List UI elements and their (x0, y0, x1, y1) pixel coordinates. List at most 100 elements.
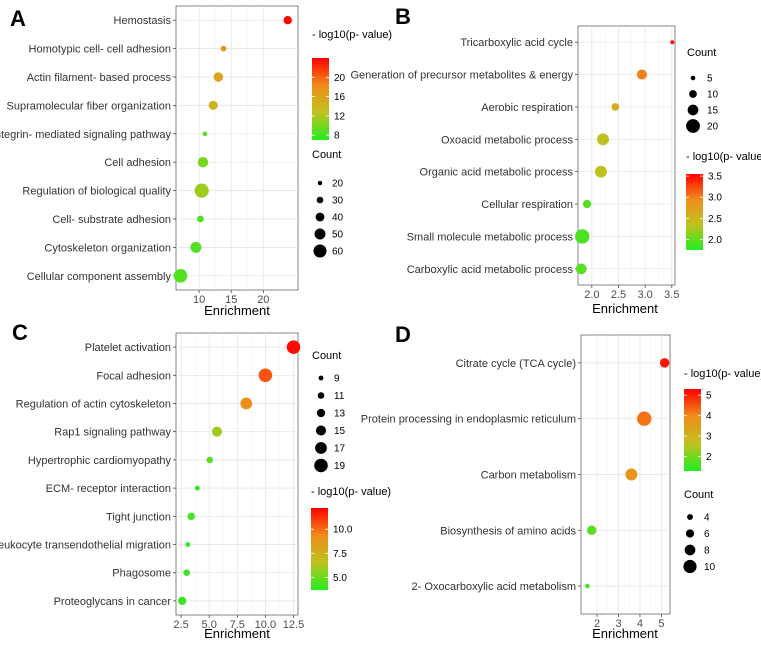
data-point (582, 199, 592, 209)
size-legend-label: 9 (334, 374, 340, 385)
category-label: Homotypic cell- cell adhesion (29, 44, 171, 56)
count-legend-title: Count (687, 47, 716, 59)
data-point (637, 411, 652, 426)
category-label: Tricarboxylic acid cycle (460, 37, 573, 49)
size-legend-dot (687, 514, 693, 520)
x-tick-label: 2 (594, 618, 600, 630)
color-bar-label: 20 (334, 73, 346, 84)
color-bar-label: 5 (706, 391, 712, 402)
category-label: Aerobic respiration (481, 102, 573, 114)
size-legend-label: 30 (332, 196, 344, 207)
category-label: Rap1 signaling pathway (54, 427, 171, 439)
x-tick-label: 2.5 (173, 619, 188, 631)
category-label: Oxoacid metabolic process (441, 134, 574, 146)
category-label: Proteoglycans in cancer (54, 596, 172, 608)
category-label: Carboxylic acid metabolic process (407, 264, 574, 276)
panel-b: B 2.0 2.5 3.0 3.5 Carboxylic acid metabolic p… (350, 4, 761, 316)
x-axis-title: Enrichment (592, 626, 658, 641)
size-legend-label: 19 (334, 461, 346, 472)
color-bar-label: 2.5 (708, 214, 722, 225)
size-legend-dot (690, 75, 696, 81)
x-tick-label: 12.5 (283, 619, 304, 631)
category-label: 2- Oxocarboxylic acid metabolism (412, 581, 576, 593)
x-tick-label: 10 (193, 294, 205, 306)
data-point (202, 131, 208, 137)
x-tick-label: 7.5 (230, 619, 245, 631)
color-bar-label: 10.0 (333, 525, 353, 536)
color-bar (311, 508, 328, 590)
x-tick-label: 4 (637, 618, 643, 630)
size-legend-label: 60 (332, 247, 344, 258)
data-point (659, 358, 670, 368)
category-label: Regulation of biological quality (22, 186, 171, 198)
size-legend-dot (314, 458, 328, 473)
data-point (625, 468, 638, 481)
category-label: Biosynthesis of amino acids (440, 525, 576, 537)
category-label: Cell- substrate adhesion (52, 214, 171, 226)
category-label: ECM- receptor interaction (46, 483, 171, 495)
size-legend-label: 8 (704, 546, 710, 557)
category-label: Supramolecular fiber organization (7, 100, 171, 112)
data-point (208, 100, 218, 110)
size-legend-label: 4 (704, 513, 710, 524)
category-label: Integrin- mediated signaling pathway (0, 129, 171, 141)
color-bar-label: 2.0 (708, 235, 722, 246)
panel-label: D (395, 322, 411, 347)
color-bar (686, 174, 703, 250)
category-label: Organic acid metabolic process (420, 167, 574, 179)
data-point (178, 596, 187, 606)
x-tick-label: 15 (225, 294, 237, 306)
x-tick-label: 3.5 (664, 289, 679, 301)
size-legend-dot (318, 375, 324, 381)
x-tick-label: 2.5 (611, 289, 626, 301)
size-legend-label: 5 (707, 74, 713, 85)
size-legend-label: 20 (332, 179, 344, 190)
size-legend-label: 13 (334, 409, 346, 420)
size-legend-dot (316, 196, 324, 204)
panel-c: C 2.5 5.0 7.5 10.0 12.5 Proteoglycans in cance… (0, 320, 391, 641)
count-legend-title: Count (684, 489, 713, 501)
data-point (173, 269, 188, 283)
p-value-legend-title: - log10(p- value) (312, 29, 392, 41)
color-bar-label: 8 (334, 131, 340, 142)
size-legend-dot (317, 180, 323, 186)
count-legend-title: Count (312, 350, 341, 362)
x-tick-label: 20 (257, 294, 269, 306)
data-point (213, 72, 224, 82)
size-legend-label: 6 (704, 529, 710, 540)
category-label: Protein processing in endoplasmic reticu… (361, 414, 576, 426)
size-legend-dot (683, 559, 697, 574)
category-label: Hypertrophic cardiomyopathy (28, 455, 172, 467)
size-legend-label: 15 (334, 426, 346, 437)
category-label: Small molecule metabolic process (407, 231, 574, 243)
size-legend-label: 17 (334, 444, 346, 455)
color-bar-label: 3 (706, 432, 712, 443)
size-legend-label: 10 (704, 562, 716, 573)
size-legend-dot (313, 244, 327, 258)
color-bar-label: 5.0 (333, 573, 347, 584)
data-point (586, 525, 597, 536)
data-point (636, 69, 648, 80)
panel-d: D 2 3 4 5 2- Oxocarboxylic acid metabolism Bio… (361, 322, 761, 641)
data-point (197, 156, 209, 168)
data-point (597, 133, 610, 146)
color-bar-label: 7.5 (333, 549, 347, 560)
size-legend-label: 15 (707, 106, 719, 117)
color-bar-label: 16 (334, 92, 346, 103)
category-label: Hemostasis (114, 15, 172, 27)
data-point (187, 512, 195, 521)
size-legend-dot (316, 408, 326, 418)
category-label: Tight junction (106, 511, 171, 523)
category-label: Cytoskeleton organization (44, 242, 171, 254)
size-legend-label: 11 (334, 391, 345, 402)
color-bar-label: 2 (706, 452, 712, 463)
size-legend-dot (687, 104, 699, 116)
x-tick-label: 3 (615, 618, 621, 630)
size-legend-dot (689, 90, 697, 98)
data-point (194, 183, 209, 198)
x-axis-title: Enrichment (592, 301, 658, 316)
category-label: Leukocyte transendothelial migration (0, 540, 171, 552)
data-point (283, 16, 292, 25)
category-label: Cellular respiration (481, 199, 573, 211)
